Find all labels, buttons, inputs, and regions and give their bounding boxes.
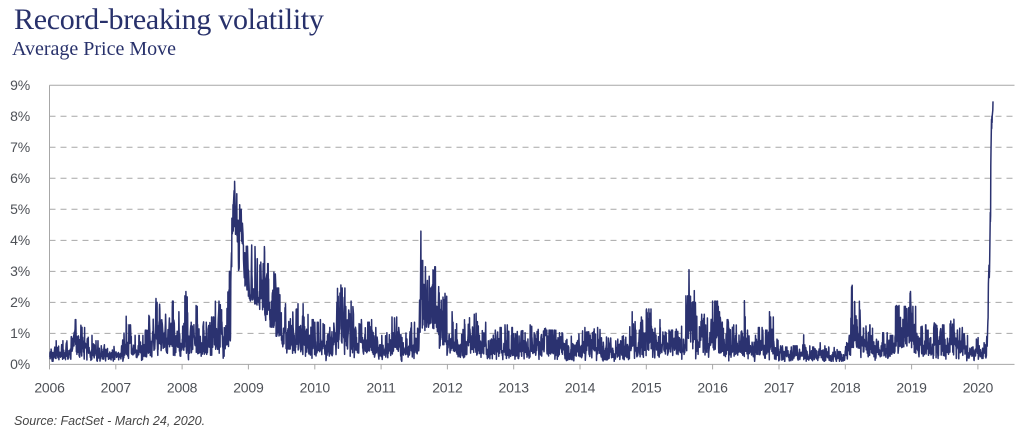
svg-text:2020: 2020 [963, 380, 994, 396]
svg-text:2%: 2% [10, 294, 30, 310]
svg-text:2007: 2007 [101, 380, 132, 396]
svg-text:0%: 0% [10, 356, 30, 372]
svg-text:4%: 4% [10, 232, 30, 248]
svg-text:2016: 2016 [697, 380, 728, 396]
svg-text:2012: 2012 [432, 380, 463, 396]
svg-text:3%: 3% [10, 263, 30, 279]
svg-text:2009: 2009 [233, 380, 264, 396]
svg-text:2019: 2019 [896, 380, 927, 396]
svg-text:2010: 2010 [300, 380, 331, 396]
svg-text:7%: 7% [10, 139, 30, 155]
svg-text:2011: 2011 [366, 380, 396, 396]
svg-text:1%: 1% [10, 325, 30, 341]
svg-text:2008: 2008 [167, 380, 198, 396]
svg-text:5%: 5% [10, 201, 30, 217]
svg-text:8%: 8% [10, 108, 30, 124]
svg-text:2013: 2013 [499, 380, 530, 396]
svg-text:2015: 2015 [631, 380, 662, 396]
svg-text:2006: 2006 [34, 380, 65, 396]
svg-text:9%: 9% [10, 77, 30, 93]
svg-text:2014: 2014 [565, 380, 596, 396]
svg-text:6%: 6% [10, 170, 30, 186]
svg-text:2018: 2018 [830, 380, 861, 396]
svg-text:2017: 2017 [764, 380, 795, 396]
